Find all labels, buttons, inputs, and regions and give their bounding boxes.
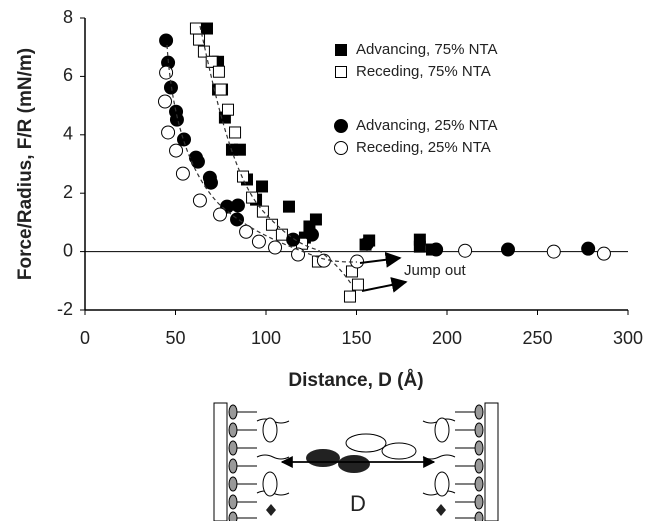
marker: [159, 33, 174, 48]
marker: [282, 200, 295, 213]
fit-curve: [166, 44, 358, 263]
annotation: Jump out: [404, 262, 467, 279]
marker: [291, 247, 306, 262]
marker: [213, 207, 228, 222]
marker: [212, 65, 225, 78]
x-tick-label: 0: [80, 328, 90, 348]
diagram-label: D: [350, 491, 366, 516]
x-tick-label: 200: [432, 328, 462, 348]
marker: [200, 22, 213, 35]
legend-label: Advancing, 75% NTA: [356, 41, 497, 58]
marker: [197, 45, 210, 58]
x-tick-label: 300: [613, 328, 643, 348]
marker: [230, 212, 245, 227]
marker: [335, 66, 347, 78]
wall: [213, 402, 228, 522]
marker: [309, 213, 322, 226]
x-axis-label: Distance, D (Å): [288, 370, 423, 391]
marker: [158, 94, 173, 109]
marker: [159, 65, 174, 80]
marker: [351, 278, 364, 291]
legend-label: Receding, 25% NTA: [356, 139, 491, 156]
y-tick-label: 6: [63, 65, 73, 85]
y-tick-label: 2: [63, 182, 73, 202]
x-tick-label: 50: [165, 328, 185, 348]
marker: [334, 141, 348, 155]
marker: [458, 243, 473, 258]
x-tick-label: 250: [522, 328, 552, 348]
marker: [581, 241, 596, 256]
marker: [193, 33, 206, 46]
marker: [214, 83, 227, 96]
y-tick-label: -2: [57, 299, 73, 319]
marker: [546, 244, 561, 259]
legend-label: Advancing, 25% NTA: [356, 117, 497, 134]
marker: [268, 240, 283, 255]
marker: [230, 198, 245, 213]
arrow: [361, 277, 408, 293]
marker: [359, 236, 374, 251]
legend-label: Receding, 75% NTA: [356, 63, 491, 80]
marker: [169, 112, 184, 127]
diagram: D: [213, 402, 499, 525]
x-tick-label: 150: [341, 328, 371, 348]
y-axis-label: Force/Radius, F/R (mN/m): [15, 48, 36, 280]
y-tick-label: 4: [63, 124, 73, 144]
marker: [161, 125, 176, 140]
y-tick-label: 0: [63, 240, 73, 260]
marker: [233, 143, 246, 156]
marker: [413, 240, 426, 253]
marker: [343, 290, 356, 303]
marker: [203, 175, 218, 190]
marker: [169, 143, 184, 158]
marker: [246, 191, 259, 204]
marker: [251, 234, 266, 249]
marker: [596, 246, 611, 261]
marker: [221, 103, 234, 116]
marker: [189, 22, 202, 35]
arrow: [359, 251, 402, 268]
marker: [192, 193, 207, 208]
plot-area: -2 0 2 4 6 8 0 50 100 150 200 250 300 Advancing, 75% …: [57, 7, 643, 348]
marker: [239, 224, 254, 239]
marker: [304, 227, 319, 242]
marker: [275, 228, 288, 241]
marker: [256, 180, 269, 193]
marker: [265, 218, 278, 231]
marker: [335, 44, 347, 56]
marker: [316, 253, 331, 268]
marker: [237, 170, 250, 183]
marker: [334, 119, 348, 133]
marker: [205, 55, 218, 68]
marker: [429, 242, 444, 257]
marker: [175, 166, 190, 181]
marker: [229, 126, 242, 139]
x-tick-label: 100: [251, 328, 281, 348]
marker: [177, 132, 192, 147]
fit-curve: [199, 25, 353, 286]
wall: [484, 402, 499, 522]
y-tick-label: 8: [63, 7, 73, 27]
marker: [190, 154, 205, 169]
marker: [500, 242, 515, 257]
